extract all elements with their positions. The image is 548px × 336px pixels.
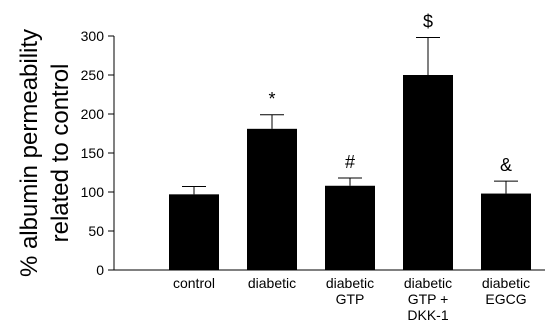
y-tick-label-0: 0 [96,262,104,278]
y-axis-label-line-2: related to control [47,64,74,243]
x-tick-label-3-line-1: diabetic [326,275,374,291]
x-tick-label-1-line-1: control [173,275,215,291]
x-tick-label-3-line-2: GTP [336,291,365,307]
bar-3 [325,185,375,270]
y-tick-label-1: 50 [88,223,104,239]
significance-marker-3: # [345,152,355,172]
significance-marker-5: & [500,155,512,175]
y-tick-label-4: 200 [81,106,105,122]
x-tick-label-2-line-1: diabetic [248,275,296,291]
x-tick-label-5-line-2: EGCG [485,291,526,307]
bar-5 [481,193,531,270]
significance-marker-4: $ [423,12,433,32]
x-tick-label-4-line-1: diabetic [404,275,452,291]
bar-4 [403,75,453,270]
y-axis-label-line-1: % albumin permeability [16,29,43,277]
y-tick-label-2: 100 [81,184,105,200]
significance-marker-2: * [268,89,275,109]
bar-1 [169,194,219,270]
y-tick-label-3: 150 [81,145,105,161]
x-tick-label-4-line-2: GTP + [408,291,449,307]
y-tick-label-6: 300 [81,28,105,44]
bar-2 [247,128,297,270]
x-tick-label-5-line-1: diabetic [482,275,530,291]
x-tick-label-4-line-3: DKK-1 [407,307,448,323]
y-tick-label-5: 250 [81,67,105,83]
